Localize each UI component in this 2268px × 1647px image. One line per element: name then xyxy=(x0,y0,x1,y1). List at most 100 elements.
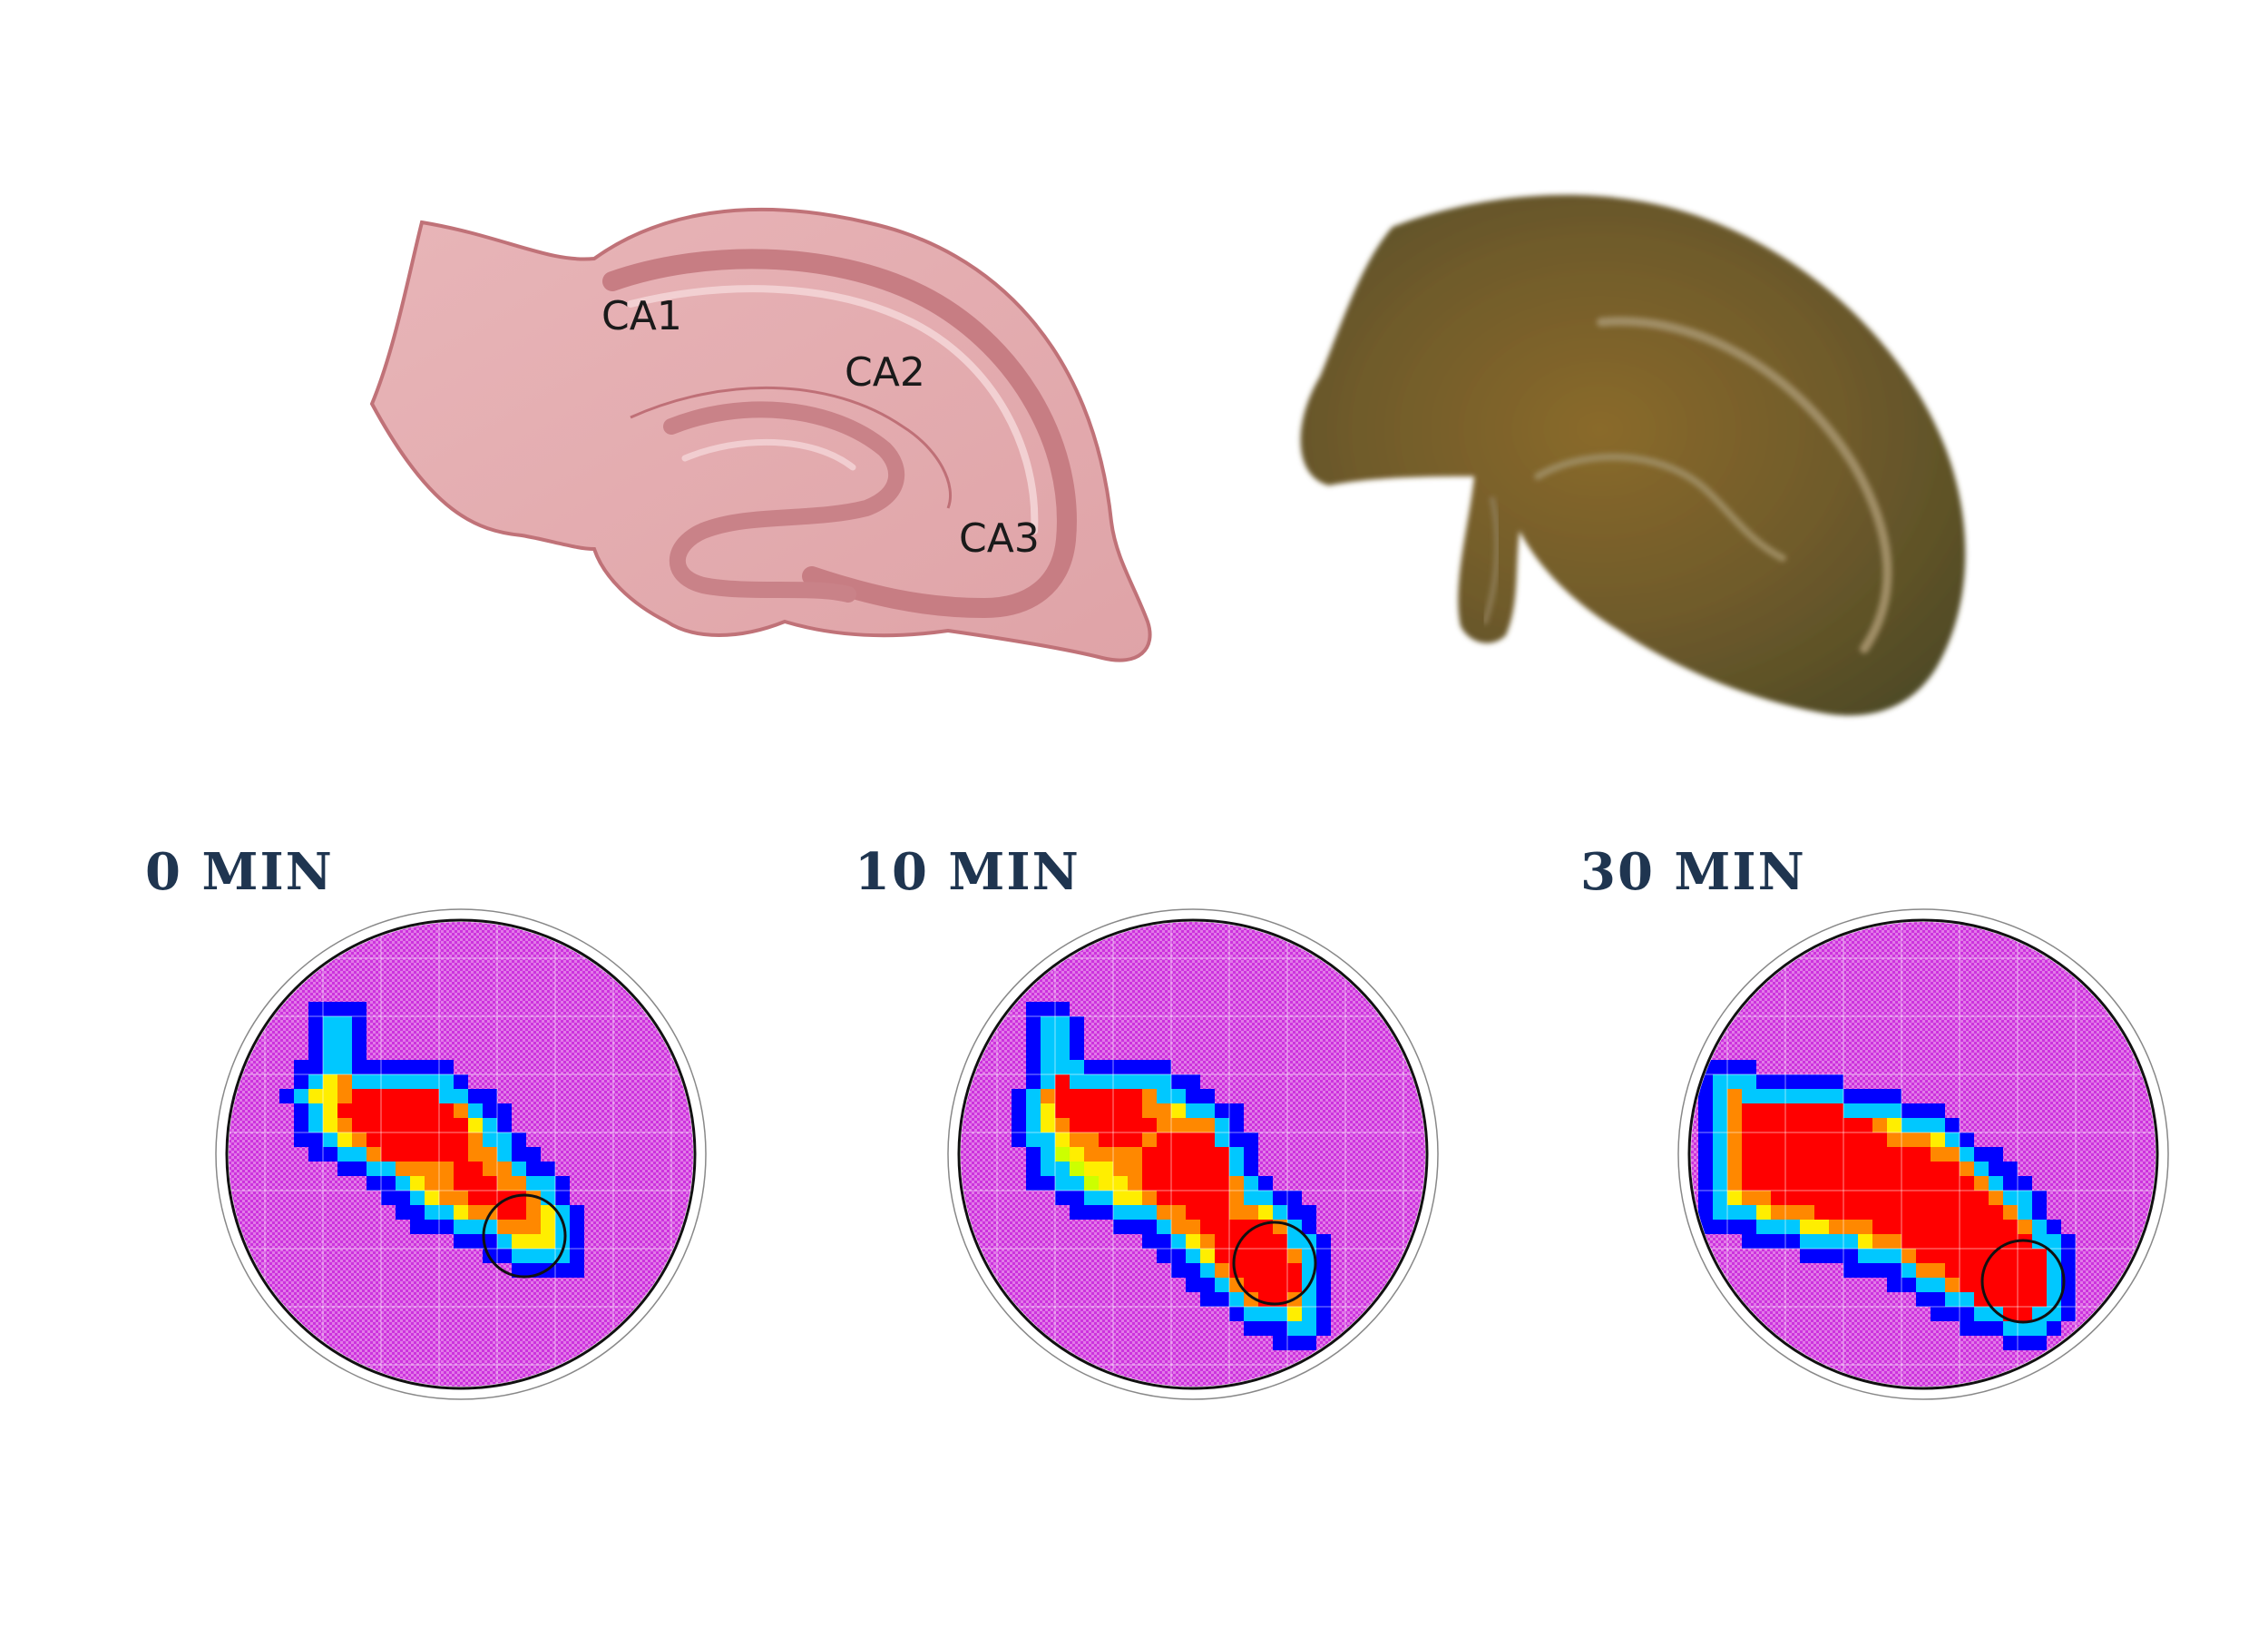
heatmap-cell xyxy=(381,1147,396,1162)
platform-zone-circle xyxy=(482,1193,567,1279)
heatmap-cell xyxy=(1756,1089,1771,1103)
heatmap-cell xyxy=(367,1132,381,1147)
heatmap-cell xyxy=(497,1162,512,1176)
heatmap-cell xyxy=(439,1220,454,1234)
heatmap-cell xyxy=(337,1089,352,1103)
heatmap-cell xyxy=(512,1147,526,1162)
heatmap-cell xyxy=(1945,1132,1960,1147)
heatmap-cell xyxy=(1829,1074,1843,1089)
heatmap-cell xyxy=(381,1118,396,1132)
heatmap-cell xyxy=(1026,1016,1041,1031)
heatmap-cell xyxy=(1186,1089,1200,1103)
heatmap-cell xyxy=(1041,1103,1055,1118)
heatmap-cell xyxy=(1244,1263,1258,1278)
heatmap-cell xyxy=(1128,1147,1142,1162)
heatmap-cell xyxy=(323,1031,337,1045)
heatmap-cell xyxy=(1989,1234,2003,1249)
heatmap-cell xyxy=(2003,1292,2018,1307)
heatmap-cell xyxy=(1800,1234,1814,1249)
heatmap-cell xyxy=(497,1234,512,1249)
heatmap-cell xyxy=(367,1147,381,1162)
heatmap-cell xyxy=(1814,1118,1829,1132)
heatmap-cell xyxy=(1756,1074,1771,1089)
heatmap-cell xyxy=(1041,1045,1055,1060)
heatmap-cell xyxy=(1843,1191,1858,1205)
heatmap-cell xyxy=(1974,1162,1989,1176)
heatmap-cell xyxy=(1200,1249,1215,1263)
heatmap-cell xyxy=(352,1060,367,1074)
heatmap-cell xyxy=(1171,1089,1186,1103)
heatmap-cell xyxy=(454,1176,468,1191)
heatmap-cell xyxy=(367,1118,381,1132)
heatmap-cell xyxy=(1901,1176,1916,1191)
heatmap-cell xyxy=(1273,1191,1287,1205)
heatmap-cell xyxy=(1771,1132,1785,1147)
heatmap-cell xyxy=(1887,1191,1901,1205)
heatmap-cell xyxy=(1843,1249,1858,1263)
heatmap-cell xyxy=(367,1089,381,1103)
heatmap-cell xyxy=(352,1118,367,1132)
heatmap-cell xyxy=(1215,1191,1229,1205)
heatmap-cell xyxy=(425,1220,439,1234)
heatmap-cell xyxy=(1785,1162,1800,1176)
heatmap-cell xyxy=(2018,1321,2032,1336)
heatmap-cell xyxy=(1055,1089,1070,1103)
heatmap-cell xyxy=(1727,1089,1742,1103)
heatmap-cell xyxy=(1960,1278,1974,1292)
heatmap-cell xyxy=(1989,1162,2003,1176)
heatmap-cell xyxy=(352,1162,367,1176)
heatmap-cell xyxy=(294,1060,308,1074)
heatmap-cell xyxy=(1945,1292,1960,1307)
heatmap-cell xyxy=(1713,1074,1727,1089)
heatmap-cell xyxy=(1931,1234,1945,1249)
heatmap-cell xyxy=(1771,1162,1785,1176)
heatmap-cell xyxy=(425,1089,439,1103)
heatmap-cell xyxy=(425,1205,439,1220)
heatmap-cell xyxy=(454,1205,468,1220)
heatmap-cell xyxy=(1713,1060,1727,1074)
heatmap-cell xyxy=(410,1191,425,1205)
heatmap-cell xyxy=(1026,1162,1041,1176)
heatmap-cell xyxy=(1872,1205,1887,1220)
heatmap-cell xyxy=(1142,1191,1157,1205)
heatmap-cell xyxy=(1186,1205,1200,1220)
heatmap-cell xyxy=(1785,1089,1800,1103)
heatmap-cell xyxy=(1843,1205,1858,1220)
heatmap-cell xyxy=(1128,1132,1142,1147)
heatmap-cell xyxy=(1800,1103,1814,1118)
heatmap-cell xyxy=(1142,1220,1157,1234)
heatmap-cell xyxy=(1829,1103,1843,1118)
heatmap-cell xyxy=(468,1162,483,1176)
heatmap-cell xyxy=(294,1118,308,1132)
heatmap-cell xyxy=(337,1031,352,1045)
heatmap-cell xyxy=(497,1118,512,1132)
heatmap-cell xyxy=(1814,1249,1829,1263)
heatmap-cell xyxy=(1829,1132,1843,1147)
heatmap-cell xyxy=(2003,1205,2018,1220)
heatmap-cell xyxy=(1989,1147,2003,1162)
heatmap-cell xyxy=(1200,1147,1215,1162)
heatmap-cell xyxy=(1916,1132,1931,1147)
heatmap-cell xyxy=(1113,1118,1128,1132)
heatmap-cell xyxy=(1157,1234,1171,1249)
heatmap-cell xyxy=(1698,1176,1713,1191)
heatmap-cell xyxy=(1200,1220,1215,1234)
heatmap-cell xyxy=(1113,1162,1128,1176)
heatmap-cell xyxy=(497,1205,512,1220)
heatmap-cell xyxy=(1800,1132,1814,1147)
heatmap-cell xyxy=(1258,1249,1273,1263)
heatmap-cell xyxy=(1756,1220,1771,1234)
heatmap-cell xyxy=(2032,1321,2047,1336)
heatmap-cell xyxy=(1113,1074,1128,1089)
heatmap-cell xyxy=(1026,1147,1041,1162)
heatmap-cell xyxy=(1858,1220,1872,1234)
heatmap-cell xyxy=(1887,1205,1901,1220)
heatmap-cell xyxy=(1084,1103,1099,1118)
heatmap-cell xyxy=(1785,1074,1800,1089)
heatmap-cell xyxy=(1843,1263,1858,1278)
heatmap-cell xyxy=(1287,1336,1302,1350)
heatmap-cell xyxy=(1960,1321,1974,1336)
heatmap-cell xyxy=(497,1132,512,1147)
heatmap-cell xyxy=(1945,1249,1960,1263)
heatmap-title-30min: 30 MIN xyxy=(1580,842,1806,902)
